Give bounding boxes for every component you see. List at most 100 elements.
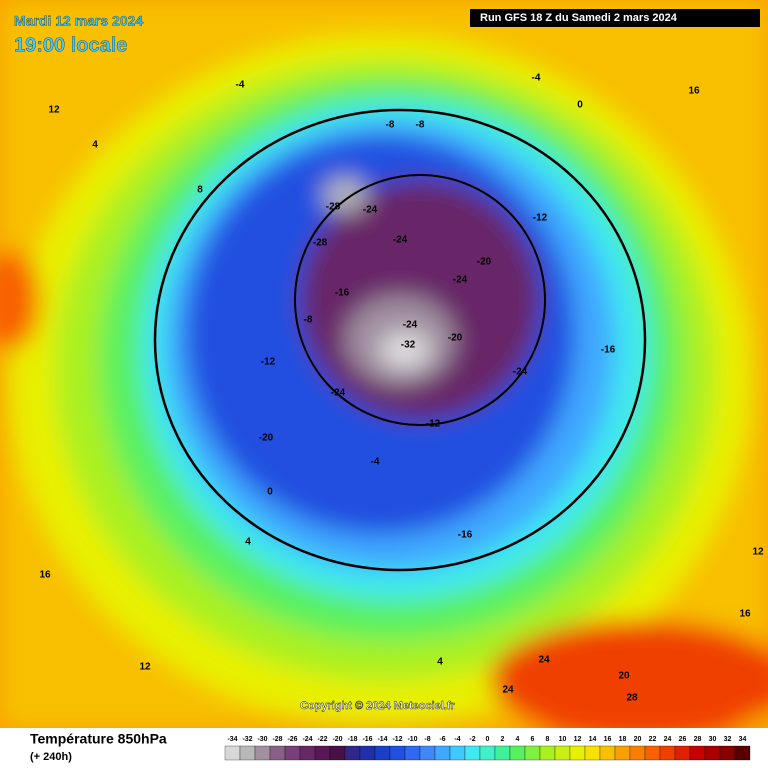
legend-swatch <box>404 745 421 761</box>
contour-label: 12 <box>752 547 764 558</box>
contour-label: -16 <box>458 530 473 541</box>
legend-label: -2 <box>469 736 475 743</box>
contour-label: -24 <box>403 320 418 331</box>
contour-label: -28 <box>313 238 328 249</box>
legend-swatch <box>254 745 271 761</box>
contour-label: -4 <box>236 80 245 91</box>
legend-swatch <box>629 745 646 761</box>
legend-label: 34 <box>739 736 747 743</box>
legend-label: 16 <box>604 736 612 743</box>
legend-label: -22 <box>317 736 327 743</box>
legend-label: -30 <box>257 736 267 743</box>
legend-label: -26 <box>287 736 297 743</box>
contour-label: -24 <box>331 388 346 399</box>
legend-label: 24 <box>664 736 672 743</box>
legend-swatch <box>734 745 751 761</box>
legend-swatch <box>239 745 256 761</box>
footer-subtitle: (+ 240h) <box>30 751 72 763</box>
legend-swatch <box>329 745 346 761</box>
legend-swatch <box>344 745 361 761</box>
legend-swatch <box>284 745 301 761</box>
legend-swatch <box>509 745 526 761</box>
legend-swatch <box>224 745 241 761</box>
legend-swatch <box>314 745 331 761</box>
contour-label: -12 <box>533 213 548 224</box>
legend-swatch <box>584 745 601 761</box>
legend-swatch <box>494 745 511 761</box>
date: Mardi 12 mars 2024 <box>14 13 143 29</box>
contour-label: -28 <box>326 202 341 213</box>
contour-label: -8 <box>386 120 395 131</box>
legend-label: 12 <box>574 736 582 743</box>
contour-label: -32 <box>401 340 416 351</box>
legend-label: -32 <box>242 736 252 743</box>
legend-swatch <box>614 745 631 761</box>
contour-label: -8 <box>416 120 425 131</box>
legend-swatch <box>554 745 571 761</box>
contour-label: -8 <box>304 315 313 326</box>
legend-label: 4 <box>516 736 520 743</box>
contour-label: -16 <box>601 345 616 356</box>
contour-label: 0 <box>267 487 273 498</box>
legend-label: -16 <box>362 736 372 743</box>
legend-label: 10 <box>559 736 567 743</box>
contour-label: 8 <box>197 185 203 196</box>
contour-label: -24 <box>513 367 528 378</box>
legend-label: 0 <box>486 736 490 743</box>
legend-swatch <box>599 745 616 761</box>
legend-label: -34 <box>227 736 237 743</box>
contour-label: 12 <box>139 662 151 673</box>
legend-swatch <box>659 745 676 761</box>
contour-label: 4 <box>437 657 443 668</box>
contour-label: 24 <box>538 655 550 666</box>
legend-label: -28 <box>272 736 282 743</box>
legend-label: -10 <box>407 736 417 743</box>
legend-label: -4 <box>454 736 460 743</box>
contour-label: 4 <box>245 537 251 548</box>
legend-swatch <box>299 745 316 761</box>
legend-swatch <box>539 745 556 761</box>
legend-swatch <box>644 745 661 761</box>
legend-label: 6 <box>531 736 535 743</box>
contour-label: 4 <box>92 140 98 151</box>
legend-swatch <box>674 745 691 761</box>
legend-swatch <box>374 745 391 761</box>
legend-label: -12 <box>392 736 402 743</box>
contour-label: -20 <box>448 333 463 344</box>
legend-swatch <box>359 745 376 761</box>
legend-swatch <box>269 745 286 761</box>
legend-label: 2 <box>501 736 505 743</box>
run: Run GFS 18 Z du Samedi 2 mars 2024 <box>480 12 678 24</box>
legend-label: 26 <box>679 736 687 743</box>
contour-label: 0 <box>577 100 583 111</box>
legend-swatch <box>389 745 406 761</box>
map <box>0 0 768 740</box>
contour-label: -24 <box>363 205 378 216</box>
contour-label: -4 <box>532 73 541 84</box>
legend-label: 28 <box>694 736 702 743</box>
legend-swatch <box>704 745 721 761</box>
legend-swatch <box>434 745 451 761</box>
legend-label: 32 <box>724 736 732 743</box>
contour-label: -12 <box>261 357 276 368</box>
legend-swatch <box>479 745 496 761</box>
legend-label: 30 <box>709 736 717 743</box>
legend-swatch <box>689 745 706 761</box>
legend-swatch <box>524 745 541 761</box>
contour-label: 16 <box>688 86 700 97</box>
legend-label: -18 <box>347 736 357 743</box>
legend-label: -14 <box>377 736 387 743</box>
contour-label: 16 <box>39 570 51 581</box>
legend-label: 14 <box>589 736 597 743</box>
legend-label: 8 <box>546 736 550 743</box>
legend-label: 20 <box>634 736 642 743</box>
legend-label: 22 <box>649 736 657 743</box>
contour-label: 28 <box>626 693 638 704</box>
footer-title: Température 850hPa <box>30 731 167 747</box>
copyright: Copyright © 2024 Meteociel.fr <box>300 700 456 712</box>
legend-label: -8 <box>424 736 430 743</box>
contour-label: 20 <box>618 671 630 682</box>
contour-label: -16 <box>335 288 350 299</box>
legend-label: -20 <box>332 736 342 743</box>
